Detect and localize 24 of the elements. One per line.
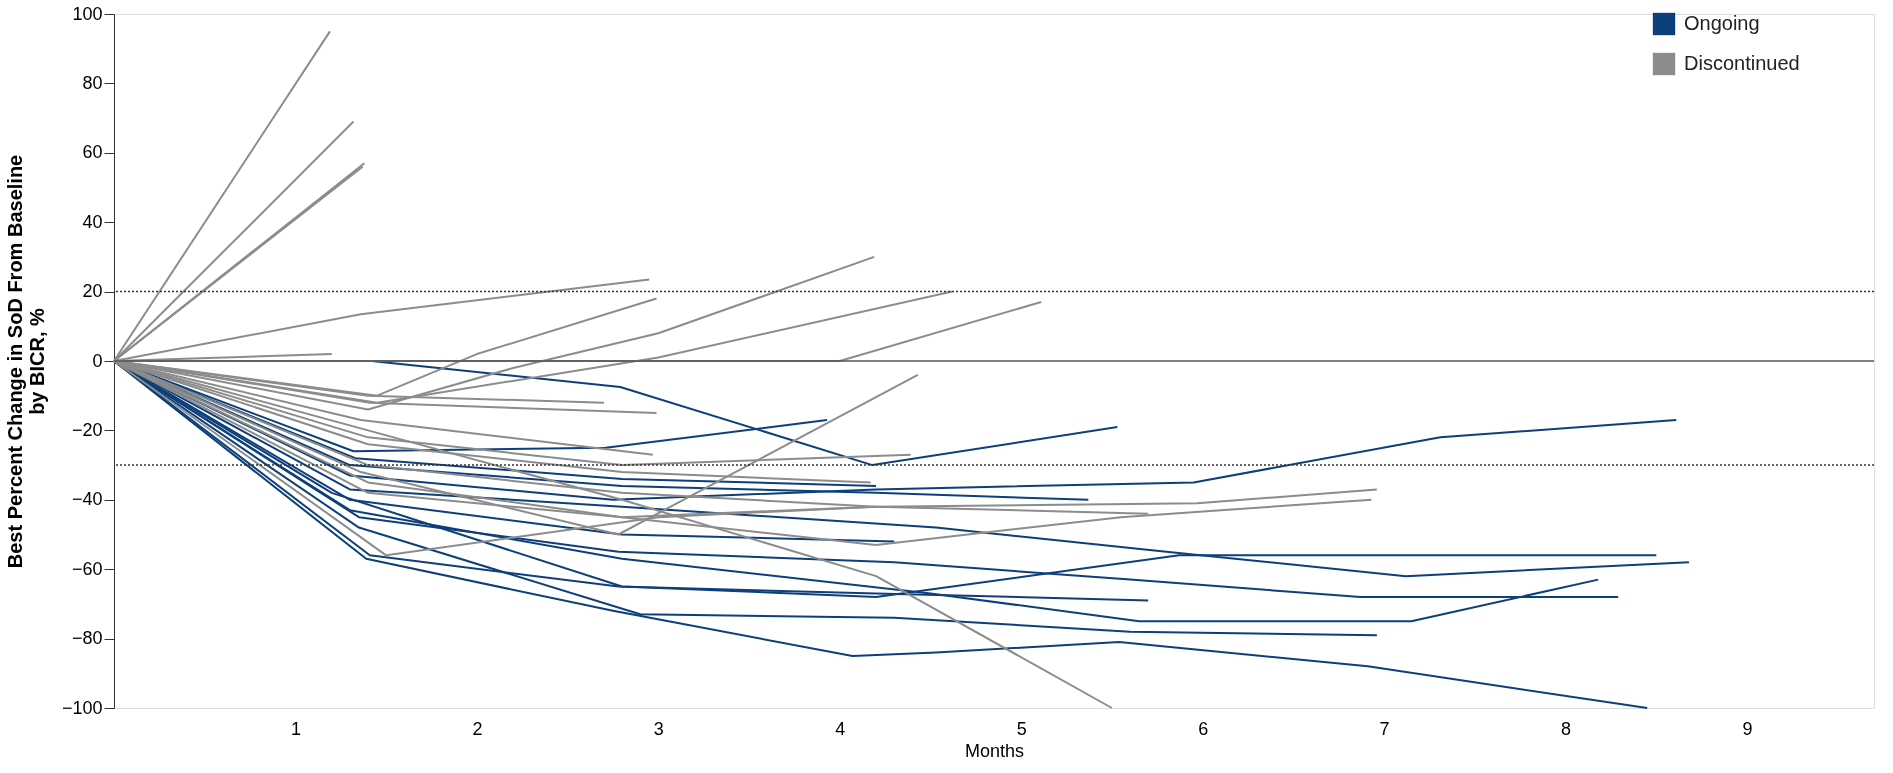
y-tick-label: 20 [82,281,103,302]
x-tick-label: 1 [290,718,301,739]
legend-label: Discontinued [1684,52,1800,74]
y-axis-title: Best Percent Change in SoD From Baseline by BICR, % [3,154,48,569]
y-tick-label: −80 [71,628,103,649]
y-tick-label: 60 [82,142,103,163]
y-tick-label: 100 [72,3,103,24]
x-axis-title: Months [964,740,1025,761]
y-tick-label: 80 [82,72,103,93]
y-tick-label: −60 [71,558,103,579]
y-tick-label: 0 [92,350,103,371]
y-tick-label: −40 [71,489,103,510]
y-tick-label: −100 [61,697,103,718]
x-tick-label: 7 [1379,718,1390,739]
x-tick-label: 9 [1742,718,1753,739]
y-tick-label: 40 [82,211,103,232]
x-tick-label: 2 [472,718,483,739]
x-tick-label: 8 [1561,718,1572,739]
x-tick-label: 4 [835,718,846,739]
y-tick-label: −20 [71,419,103,440]
legend-label: Ongoing [1684,12,1760,34]
x-tick-label: 5 [1016,718,1027,739]
x-tick-label: 6 [1198,718,1209,739]
x-tick-label: 3 [653,718,664,739]
